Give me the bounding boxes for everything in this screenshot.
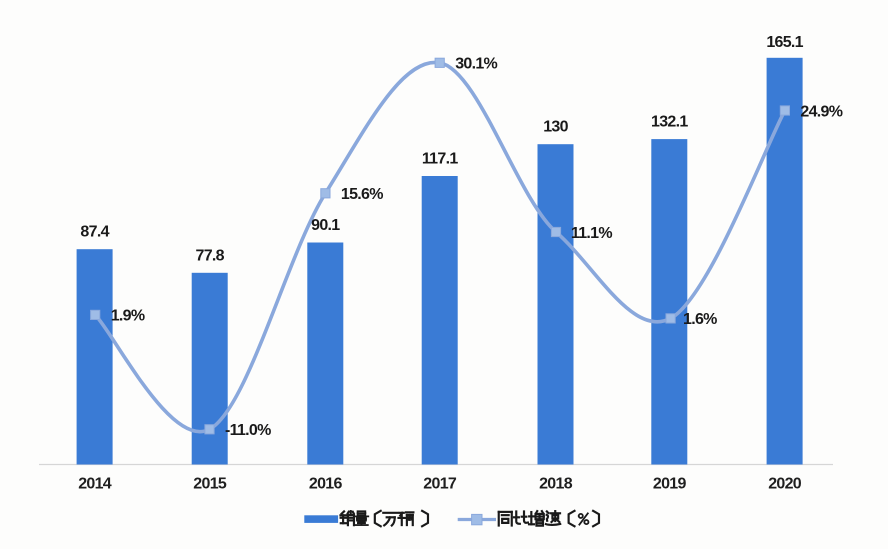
svg-text:30.1%: 30.1% <box>455 56 497 73</box>
svg-text:77.8: 77.8 <box>196 247 225 264</box>
svg-text:11.1%: 11.1% <box>571 225 612 242</box>
svg-text:2018: 2018 <box>539 476 573 493</box>
svg-text:15.6%: 15.6% <box>341 186 383 203</box>
svg-text:2016: 2016 <box>309 476 343 493</box>
svg-text:24.9%: 24.9% <box>800 103 842 120</box>
svg-text:132.1: 132.1 <box>651 114 688 131</box>
svg-text:2020: 2020 <box>768 476 802 493</box>
svg-text:1.6%: 1.6% <box>683 311 717 328</box>
svg-text:117.1: 117.1 <box>422 151 458 168</box>
svg-text:2019: 2019 <box>653 476 687 493</box>
svg-text:165.1: 165.1 <box>766 34 803 51</box>
svg-text:2017: 2017 <box>423 476 457 493</box>
svg-text:-11.0%: -11.0% <box>225 422 271 439</box>
svg-text:90.1: 90.1 <box>311 217 340 234</box>
svg-text:87.4: 87.4 <box>80 224 109 241</box>
svg-text:1.9%: 1.9% <box>111 308 145 325</box>
svg-text:2015: 2015 <box>193 476 227 493</box>
svg-text:130: 130 <box>543 119 568 136</box>
svg-text:2014: 2014 <box>78 476 112 493</box>
